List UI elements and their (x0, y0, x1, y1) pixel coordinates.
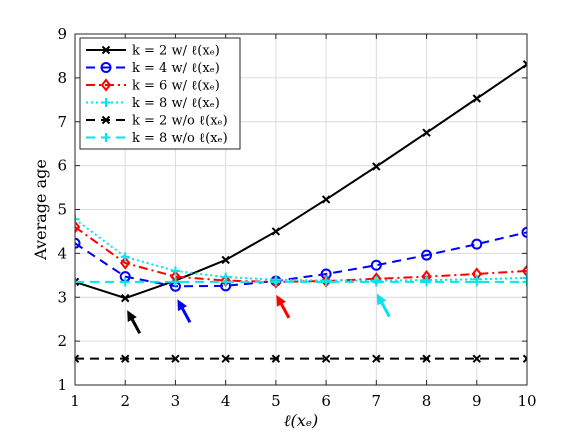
series-4-point-2 (171, 354, 180, 363)
series-4-point-6 (372, 354, 381, 363)
x-tick-label-1: 2 (120, 392, 130, 410)
series-5-point-0 (75, 277, 80, 287)
legend-label-1: k = 4 w/ ℓ(xₑ) (132, 61, 220, 76)
series-line-3 (75, 218, 527, 282)
legend-entry-3: k = 8 w/ ℓ(xₑ) (86, 96, 220, 111)
x-tick-label-2: 3 (171, 392, 181, 410)
series-5-point-2 (170, 277, 180, 287)
series-2-point-0 (75, 220, 81, 234)
series-5-point-7 (422, 277, 432, 287)
x-tick-label-7: 8 (422, 392, 432, 410)
series-4-point-4 (271, 354, 281, 363)
legend-label-3: k = 8 w/ ℓ(xₑ) (132, 96, 220, 111)
legend: k = 2 w/ ℓ(xₑ) k = 4 w/ ℓ(xₑ) k = 6 w/ ℓ(x… (79, 37, 241, 150)
legend-label-5: k = 8 w/o ℓ(xₑ) (132, 131, 228, 146)
series-4-point-3 (221, 354, 230, 363)
series-4-point-9 (522, 354, 527, 363)
legend-label-2: k = 6 w/ ℓ(xₑ) (132, 79, 220, 94)
legend-marker-5 (101, 133, 111, 142)
series-0-point-5 (321, 195, 331, 204)
y-axis-label: Average age (31, 159, 50, 261)
legend-marker-4 (101, 115, 111, 125)
x-tick-label-9: 10 (517, 392, 536, 410)
y-tick-label-2: 3 (57, 288, 67, 306)
y-tick-label-3: 4 (57, 244, 67, 262)
legend-box (79, 37, 241, 150)
series-4-point-7 (422, 354, 431, 363)
series-5-point-5 (321, 277, 331, 287)
series-0-point-4 (271, 227, 281, 236)
series-4-point-1 (121, 354, 130, 363)
y-tick-label-1: 2 (57, 332, 67, 350)
y-tick-label-4: 5 (57, 201, 67, 219)
series-line-0 (75, 63, 527, 300)
y-tick-label-6: 7 (57, 113, 67, 131)
series-5-point-8 (472, 277, 482, 287)
legend-label-0: k = 2 w/ ℓ(xₑ) (132, 44, 220, 59)
x-tick-label-4: 5 (271, 392, 281, 410)
series-1-point-0 (75, 237, 81, 249)
series-1-point-9 (521, 226, 527, 238)
x-tick-label-6: 7 (372, 392, 382, 410)
series-4-point-5 (321, 354, 331, 363)
series-1-point-6 (370, 259, 382, 271)
series-1-point-8 (471, 238, 483, 250)
series-4-point-8 (472, 354, 481, 363)
series-0-point-0 (75, 277, 80, 287)
series-0-point-1 (121, 293, 130, 303)
series-2-point-1 (119, 256, 131, 270)
legend-marker-0 (101, 45, 111, 55)
legend-entry-4: k = 2 w/o ℓ(xₑ) (86, 114, 228, 129)
legend-entry-5: k = 8 w/o ℓ(xₑ) (86, 131, 228, 146)
series-5-point-6 (371, 277, 381, 287)
series-5-point-1 (120, 277, 130, 287)
annotation-layer (127, 293, 391, 334)
series-5-point-3 (221, 277, 231, 287)
annotation-arrow-3 (376, 293, 391, 318)
series-1-point-7 (421, 249, 433, 261)
series-3-point-2 (170, 266, 180, 276)
series-3-point-1 (120, 252, 130, 262)
series-2-point-9 (521, 264, 527, 278)
series-4-point-0 (75, 354, 80, 363)
legend-marker-2 (100, 78, 112, 92)
legend-marker-3 (101, 98, 111, 107)
legend-entry-2: k = 6 w/ ℓ(xₑ) (86, 78, 220, 94)
x-tick-label-5: 6 (321, 392, 331, 410)
legend-entry-0: k = 2 w/ ℓ(xₑ) (86, 44, 220, 59)
x-axis-label: ℓ(xₑ) (284, 411, 318, 430)
series-3-point-0 (75, 214, 80, 224)
legend-entry-1: k = 4 w/ ℓ(xₑ) (86, 61, 220, 76)
x-tick-label-3: 4 (221, 392, 231, 410)
y-tick-label-8: 9 (57, 25, 67, 43)
y-tick-label-5: 6 (57, 157, 67, 175)
legend-marker-1 (100, 62, 112, 73)
series-3-point-9 (522, 273, 527, 283)
y-tick-label-0: 1 (57, 376, 67, 394)
annotation-arrow-2 (276, 294, 291, 319)
legend-label-4: k = 2 w/o ℓ(xₑ) (132, 114, 228, 129)
x-tick-label-0: 1 (70, 392, 80, 410)
series-5-point-4 (271, 277, 281, 287)
series-0-point-3 (221, 255, 230, 265)
series-layer (75, 60, 527, 363)
annotation-arrow-0 (127, 310, 142, 334)
series-line-1 (75, 231, 527, 288)
series-0-point-9 (522, 60, 527, 69)
x-tick-label-8: 9 (472, 392, 482, 410)
y-tick-label-7: 8 (57, 69, 67, 87)
annotation-arrow-1 (177, 299, 192, 323)
series-5-point-9 (522, 277, 527, 287)
series-0-point-6 (372, 162, 381, 171)
ticks: 1 2 3 4 5 6 7 8 9 10 1 2 3 4 5 6 7 8 9 (57, 25, 536, 410)
series-0-point-7 (422, 128, 431, 137)
series-0-point-8 (472, 94, 481, 103)
